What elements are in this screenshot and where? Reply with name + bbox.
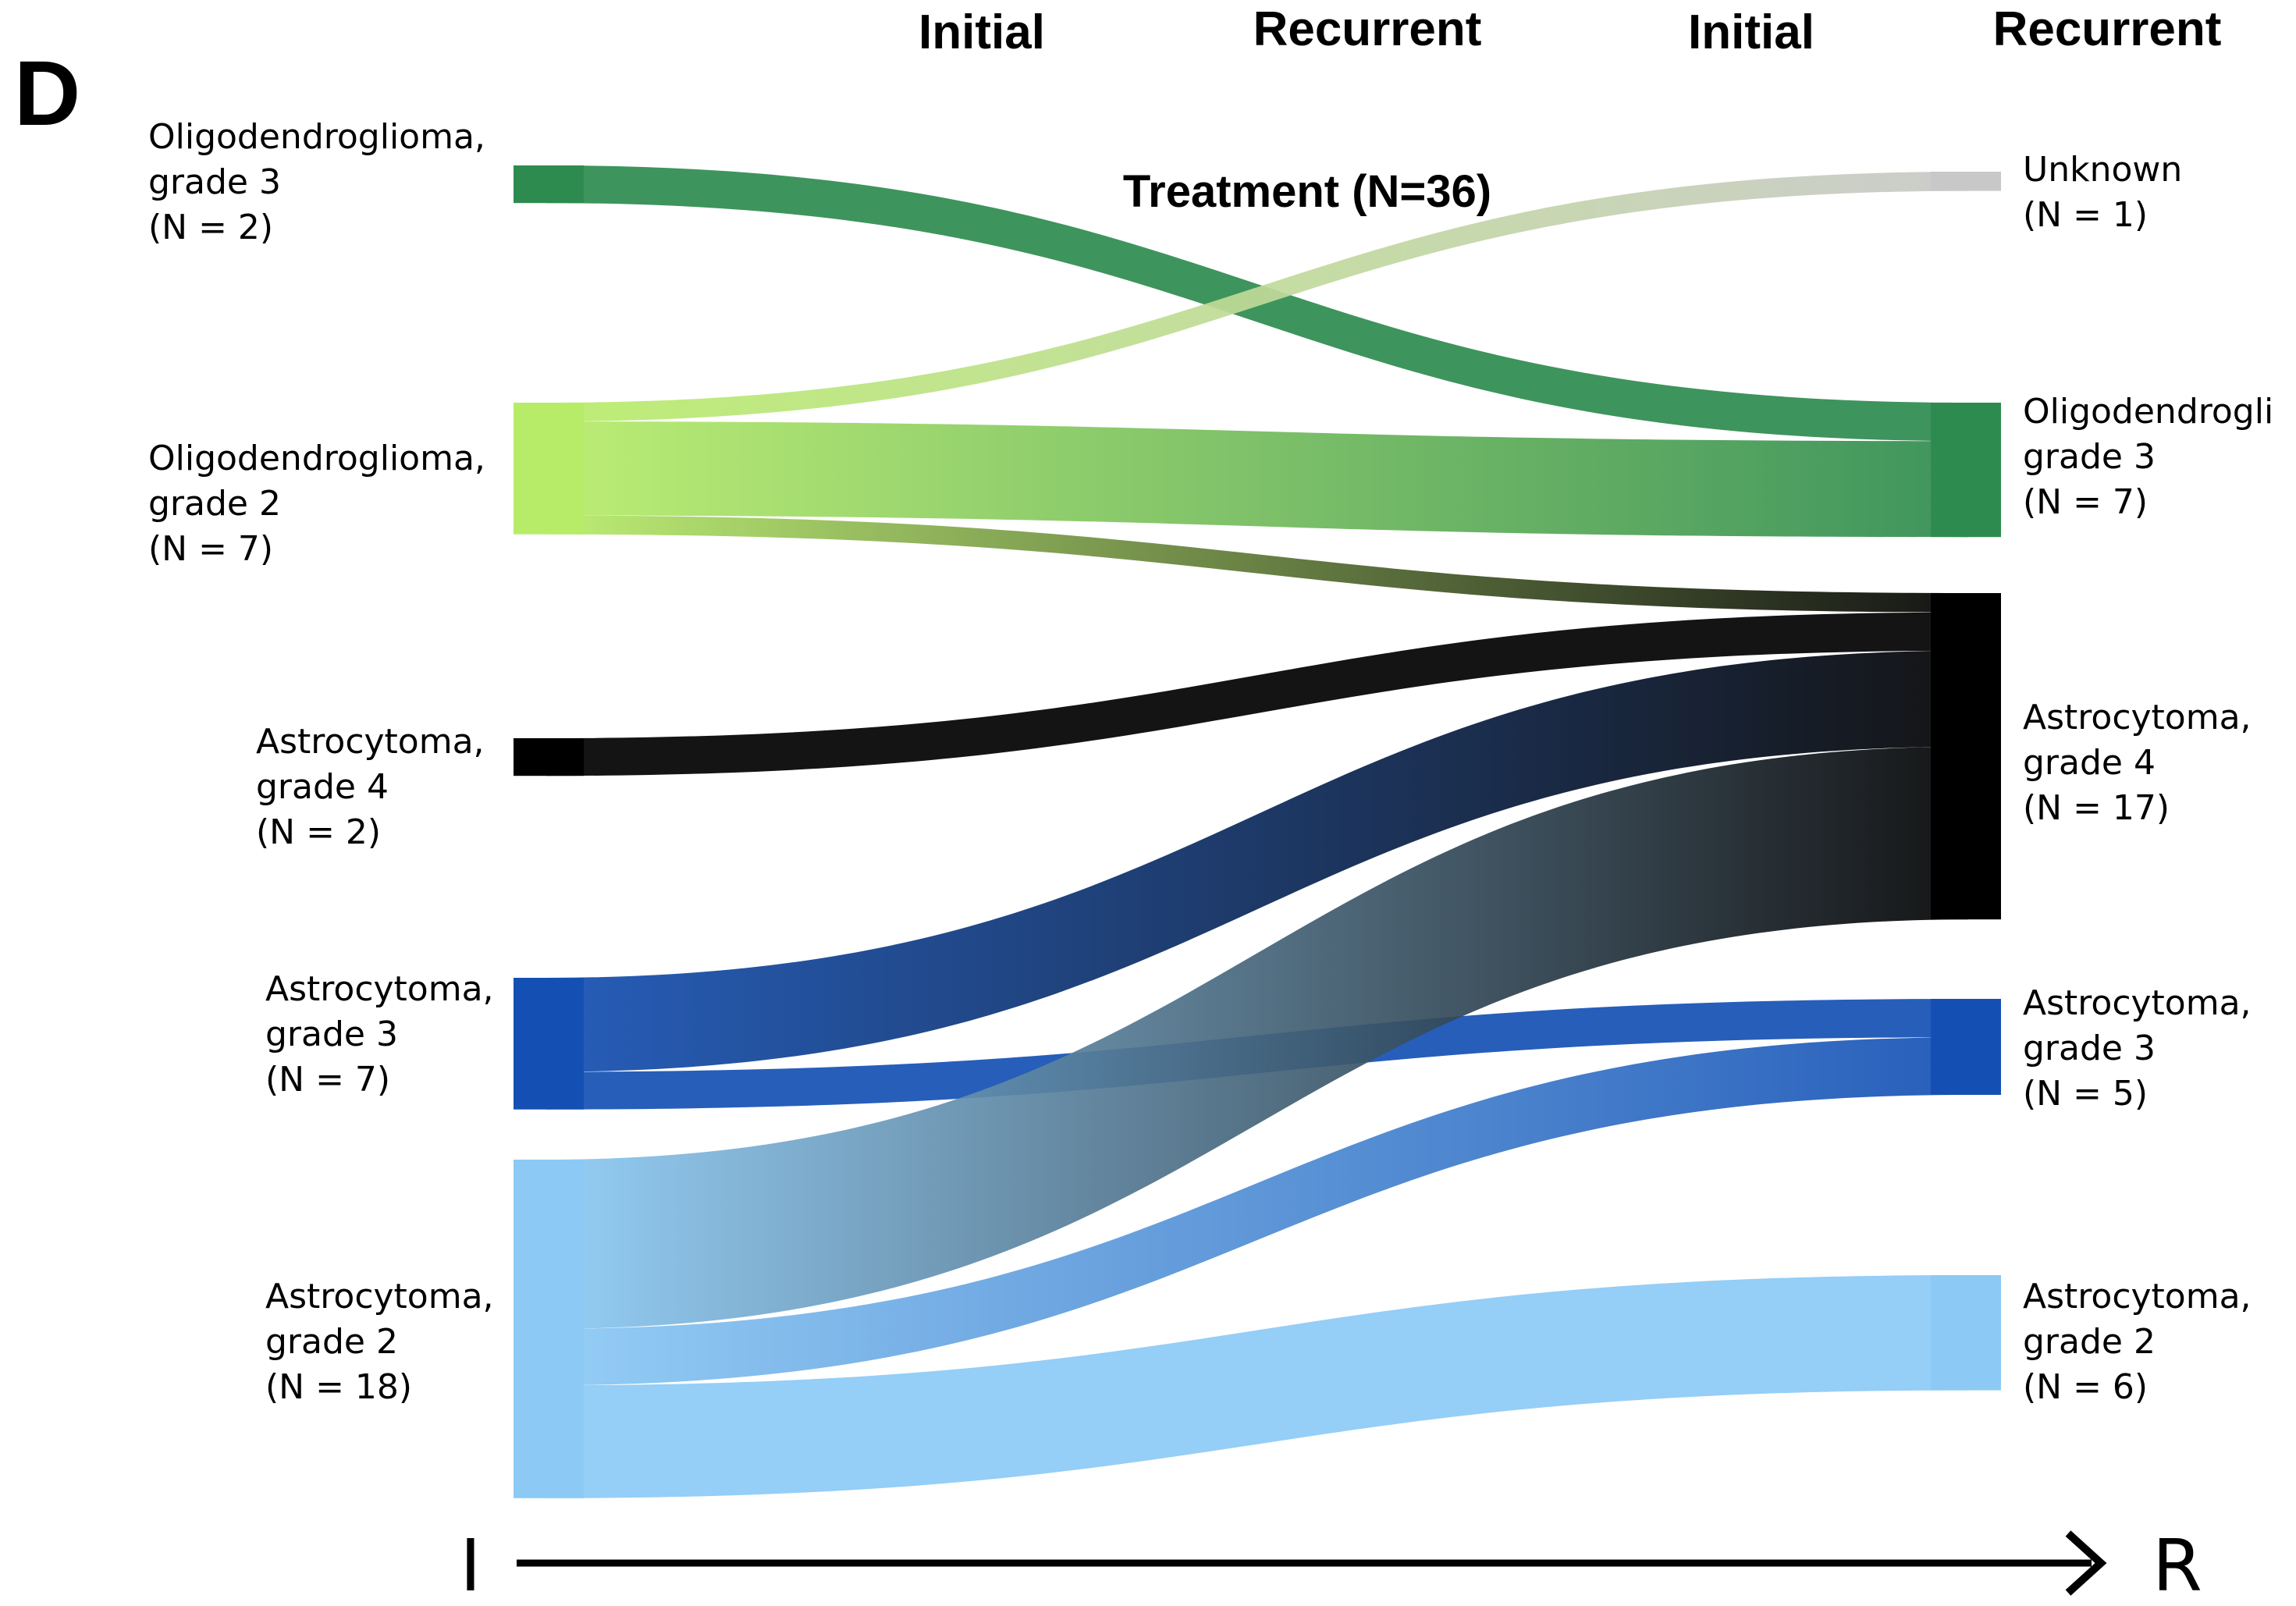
label-i_o3-line-1: Oligodendroglioma, (148, 117, 485, 157)
header-recurrent-1: Recurrent (1253, 2, 1482, 56)
label-r_a4-line-1: Astrocytoma, (2023, 698, 2252, 737)
label-r_o3-line-1: Oligodendrogli (2023, 392, 2273, 432)
header-initial-1: Initial (919, 5, 1045, 59)
label-r_a2-line-1: Astrocytoma, (2023, 1277, 2252, 1316)
axis-start-label: I (460, 1524, 481, 1606)
label-i_a4-line-2: grade 4 (256, 767, 389, 807)
node-i_o3 (514, 165, 584, 204)
label-i_a3-line-3: (N = 7) (265, 1060, 390, 1100)
label-i_a3-line-2: grade 3 (265, 1014, 398, 1054)
label-i_a2-line-2: grade 2 (265, 1322, 398, 1362)
node-r_a2 (1931, 1275, 2001, 1391)
axis-arrow-head (2065, 1530, 2107, 1596)
label-i_a4-line-3: (N = 2) (256, 812, 381, 852)
node-r_unk (1931, 172, 2001, 191)
label-r_o3-line-2: grade 3 (2023, 437, 2156, 477)
label-r_a3-line-3: (N = 5) (2023, 1074, 2148, 1114)
node-i_a4 (514, 738, 584, 776)
node-r_o3 (1931, 403, 2001, 538)
node-r_a4 (1931, 593, 2001, 920)
label-r_a3-line-1: Astrocytoma, (2023, 983, 2252, 1023)
flow-i_a4-to-r_a4 (546, 612, 1968, 776)
label-i_a3-line-1: Astrocytoma, (265, 969, 494, 1009)
label-i_a2-line-1: Astrocytoma, (265, 1277, 494, 1316)
flow-i_o2-to-r_a4 (546, 515, 1968, 613)
label-i_o3-line-2: grade 3 (148, 162, 281, 202)
header-recurrent-2: Recurrent (1993, 2, 2222, 56)
label-i_o3-line-3: (N = 2) (148, 208, 273, 247)
label-r_a2-line-2: grade 2 (2023, 1322, 2156, 1362)
flow-i_a3-to-r_a4 (546, 650, 1968, 1072)
label-r_unk-line-2: (N = 1) (2023, 195, 2148, 235)
sankey-flows (546, 165, 1968, 1498)
label-i_a4-line-1: Astrocytoma, (256, 722, 485, 762)
flow-i_a2-to-r_a3 (546, 1037, 1968, 1386)
label-i_o2-line-3: (N = 7) (148, 529, 273, 569)
sankey-nodes (514, 165, 2001, 1498)
label-r_a3-line-2: grade 3 (2023, 1029, 2156, 1068)
axis-end-label: R (2152, 1524, 2202, 1606)
header-initial-2: Initial (1688, 5, 1814, 59)
label-i_o2-line-1: Oligodendroglioma, (148, 439, 485, 478)
node-labels: Oligodendroglioma, grade 3 (N = 2) Oligoden… (148, 117, 2273, 1407)
flow-i_o2-to-r_unk (546, 172, 1968, 422)
label-r_a2-line-3: (N = 6) (2023, 1367, 2148, 1407)
label-r_unk-line-1: Unknown (2023, 150, 2182, 190)
diagram-title: Treatment (N=36) (1123, 166, 1491, 217)
node-r_a3 (1931, 999, 2001, 1095)
node-i_o2 (514, 403, 584, 535)
flow-i_o2-to-r_o3 (546, 421, 1968, 538)
label-i_a2-line-3: (N = 18) (265, 1367, 412, 1407)
node-i_a3 (514, 978, 584, 1110)
label-i_o2-line-2: grade 2 (148, 484, 281, 524)
label-r_a4-line-2: grade 4 (2023, 743, 2156, 783)
flow-i_a2-to-r_a4 (546, 746, 1968, 1329)
label-r_a4-line-3: (N = 17) (2023, 788, 2170, 828)
flow-i_a2-to-r_a2 (546, 1275, 1968, 1498)
panel-letter: D (14, 42, 80, 145)
node-i_a2 (514, 1160, 584, 1498)
label-r_o3-line-3: (N = 7) (2023, 482, 2148, 522)
